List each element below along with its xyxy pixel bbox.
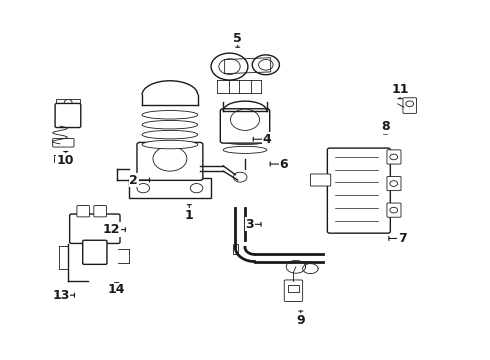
FancyBboxPatch shape [233, 244, 238, 255]
FancyBboxPatch shape [53, 139, 74, 147]
FancyBboxPatch shape [137, 143, 203, 180]
Text: 9: 9 [296, 314, 305, 327]
Text: 3: 3 [245, 218, 254, 231]
Circle shape [230, 109, 260, 130]
Ellipse shape [223, 138, 267, 145]
FancyBboxPatch shape [288, 284, 299, 292]
FancyBboxPatch shape [83, 240, 107, 264]
Ellipse shape [223, 146, 267, 153]
FancyBboxPatch shape [284, 280, 303, 302]
Ellipse shape [223, 129, 267, 136]
FancyBboxPatch shape [387, 203, 401, 217]
Circle shape [406, 101, 414, 107]
Text: 11: 11 [392, 83, 409, 96]
Text: 8: 8 [381, 120, 390, 133]
FancyBboxPatch shape [387, 150, 401, 164]
Text: 4: 4 [263, 133, 271, 146]
FancyBboxPatch shape [56, 99, 80, 105]
Text: 5: 5 [233, 32, 242, 45]
Text: 13: 13 [52, 289, 70, 302]
FancyBboxPatch shape [77, 206, 90, 217]
FancyBboxPatch shape [94, 206, 106, 217]
Text: 1: 1 [185, 209, 194, 222]
FancyBboxPatch shape [70, 214, 120, 243]
Ellipse shape [142, 111, 198, 119]
FancyBboxPatch shape [387, 176, 401, 191]
Text: 7: 7 [398, 232, 407, 245]
FancyBboxPatch shape [55, 103, 81, 127]
FancyBboxPatch shape [403, 98, 416, 113]
Circle shape [390, 207, 397, 213]
FancyBboxPatch shape [327, 148, 391, 233]
Ellipse shape [142, 121, 198, 129]
Ellipse shape [142, 140, 198, 149]
FancyBboxPatch shape [310, 174, 331, 186]
Text: 6: 6 [279, 158, 288, 171]
Circle shape [137, 184, 149, 193]
Circle shape [390, 154, 397, 160]
FancyBboxPatch shape [129, 178, 211, 198]
Circle shape [153, 146, 187, 171]
Circle shape [190, 184, 203, 193]
Text: 2: 2 [129, 174, 138, 186]
Circle shape [64, 100, 72, 105]
Text: 10: 10 [57, 154, 74, 167]
Circle shape [390, 181, 397, 186]
Text: 12: 12 [103, 223, 121, 236]
Ellipse shape [142, 130, 198, 139]
FancyBboxPatch shape [220, 109, 270, 143]
Circle shape [233, 172, 247, 182]
Text: 14: 14 [108, 283, 125, 296]
